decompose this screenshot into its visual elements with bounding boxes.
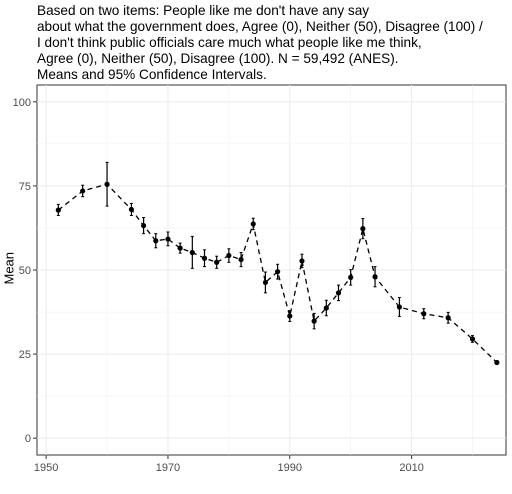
data-point: [165, 236, 171, 242]
data-point: [262, 279, 269, 286]
data-point: [140, 223, 147, 229]
data-point: [348, 274, 354, 280]
data-point: [445, 315, 451, 321]
axes: 1950 1970 1990 2010 0 25 50 75 100: [13, 97, 424, 474]
data-point: [311, 318, 317, 324]
data-point: [177, 245, 183, 251]
y-tick-label: 0: [25, 433, 31, 445]
x-tick-label: 2010: [399, 462, 423, 474]
data-point: [214, 259, 220, 265]
grid-lines: [37, 85, 506, 455]
data-point: [469, 336, 476, 342]
data-point: [201, 255, 208, 261]
data-point: [104, 181, 110, 187]
x-tick-label: 1970: [156, 462, 180, 474]
x-tick-label: 1990: [278, 462, 302, 474]
data-point: [226, 252, 232, 259]
data-point: [372, 274, 378, 280]
y-tick-label: 25: [19, 349, 31, 361]
data-marks: [55, 161, 500, 366]
chart-subtitle: Based on two items: People like me don't…: [37, 3, 483, 82]
data-point: [189, 249, 195, 256]
data-point: [323, 305, 329, 311]
data-point: [287, 313, 293, 319]
data-point: [360, 226, 366, 232]
x-tick-label: 1950: [34, 462, 58, 474]
data-point: [396, 304, 403, 310]
data-point: [250, 221, 256, 227]
data-point: [299, 258, 305, 264]
y-tick-label: 50: [19, 265, 31, 277]
data-point: [128, 206, 135, 213]
data-point: [494, 359, 500, 366]
data-point: [421, 311, 427, 317]
data-point: [335, 290, 342, 296]
data-point: [153, 238, 159, 244]
data-point: [55, 207, 61, 213]
y-tick-label: 100: [13, 97, 31, 109]
data-point: [238, 256, 244, 263]
data-point: [80, 188, 86, 194]
y-tick-label: 75: [19, 181, 31, 193]
data-point: [274, 269, 281, 275]
